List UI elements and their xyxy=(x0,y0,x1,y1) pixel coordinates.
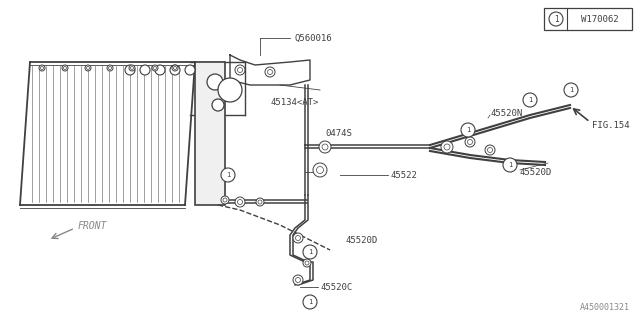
Circle shape xyxy=(441,141,453,153)
Circle shape xyxy=(296,236,301,241)
Text: 45520C: 45520C xyxy=(320,283,352,292)
Circle shape xyxy=(223,198,227,202)
Circle shape xyxy=(129,65,135,71)
Circle shape xyxy=(212,99,224,111)
Circle shape xyxy=(235,197,245,207)
Circle shape xyxy=(218,78,242,102)
Text: 1: 1 xyxy=(308,249,312,255)
Circle shape xyxy=(319,141,331,153)
Circle shape xyxy=(107,65,113,71)
Circle shape xyxy=(40,67,44,69)
Circle shape xyxy=(503,158,517,172)
Circle shape xyxy=(63,67,67,69)
Circle shape xyxy=(293,275,303,285)
Circle shape xyxy=(305,261,309,265)
Circle shape xyxy=(485,145,495,155)
Circle shape xyxy=(207,74,223,90)
Circle shape xyxy=(296,277,301,283)
Circle shape xyxy=(237,68,243,73)
Circle shape xyxy=(444,144,450,150)
Text: 1: 1 xyxy=(226,172,230,178)
Text: 1: 1 xyxy=(308,299,312,305)
Circle shape xyxy=(62,65,68,71)
Text: 1: 1 xyxy=(569,87,573,93)
Circle shape xyxy=(125,65,135,75)
Circle shape xyxy=(237,199,243,204)
Circle shape xyxy=(235,65,245,75)
Circle shape xyxy=(303,295,317,309)
Circle shape xyxy=(461,123,475,137)
Text: A450001321: A450001321 xyxy=(580,303,630,312)
Circle shape xyxy=(303,259,311,267)
Bar xyxy=(544,8,632,30)
Circle shape xyxy=(467,140,472,145)
Circle shape xyxy=(523,93,537,107)
Circle shape xyxy=(549,12,563,26)
Circle shape xyxy=(256,198,264,206)
Circle shape xyxy=(488,148,493,153)
Circle shape xyxy=(303,245,317,259)
Text: 1: 1 xyxy=(466,127,470,133)
Circle shape xyxy=(317,166,323,173)
Circle shape xyxy=(221,168,235,182)
Circle shape xyxy=(221,196,229,204)
Circle shape xyxy=(154,67,157,69)
Text: Q560016: Q560016 xyxy=(294,34,332,43)
Text: 0474S: 0474S xyxy=(325,129,352,138)
Text: 1: 1 xyxy=(528,97,532,103)
Circle shape xyxy=(172,65,178,71)
Circle shape xyxy=(39,65,45,71)
Text: W170062: W170062 xyxy=(581,14,619,23)
Circle shape xyxy=(465,137,475,147)
Circle shape xyxy=(293,233,303,243)
Text: 45522: 45522 xyxy=(390,171,417,180)
Circle shape xyxy=(258,200,262,204)
Circle shape xyxy=(86,67,90,69)
Text: FIG.154: FIG.154 xyxy=(592,121,630,130)
Circle shape xyxy=(322,144,328,150)
Text: 45520D: 45520D xyxy=(520,167,552,177)
Circle shape xyxy=(152,65,158,71)
Text: 1: 1 xyxy=(554,14,558,23)
Circle shape xyxy=(265,67,275,77)
Text: 45520N: 45520N xyxy=(490,108,522,117)
Circle shape xyxy=(109,67,111,69)
Text: 1: 1 xyxy=(508,162,512,168)
Circle shape xyxy=(85,65,91,71)
Circle shape xyxy=(185,65,195,75)
Circle shape xyxy=(564,83,578,97)
Text: 45134<AT>: 45134<AT> xyxy=(271,98,319,107)
Text: FRONT: FRONT xyxy=(78,221,108,231)
Text: 45520D: 45520D xyxy=(345,236,377,244)
Circle shape xyxy=(140,65,150,75)
Circle shape xyxy=(268,69,273,75)
Circle shape xyxy=(155,65,165,75)
Circle shape xyxy=(313,163,327,177)
Circle shape xyxy=(131,67,134,69)
Circle shape xyxy=(170,65,180,75)
Circle shape xyxy=(173,67,177,69)
Polygon shape xyxy=(195,62,225,205)
